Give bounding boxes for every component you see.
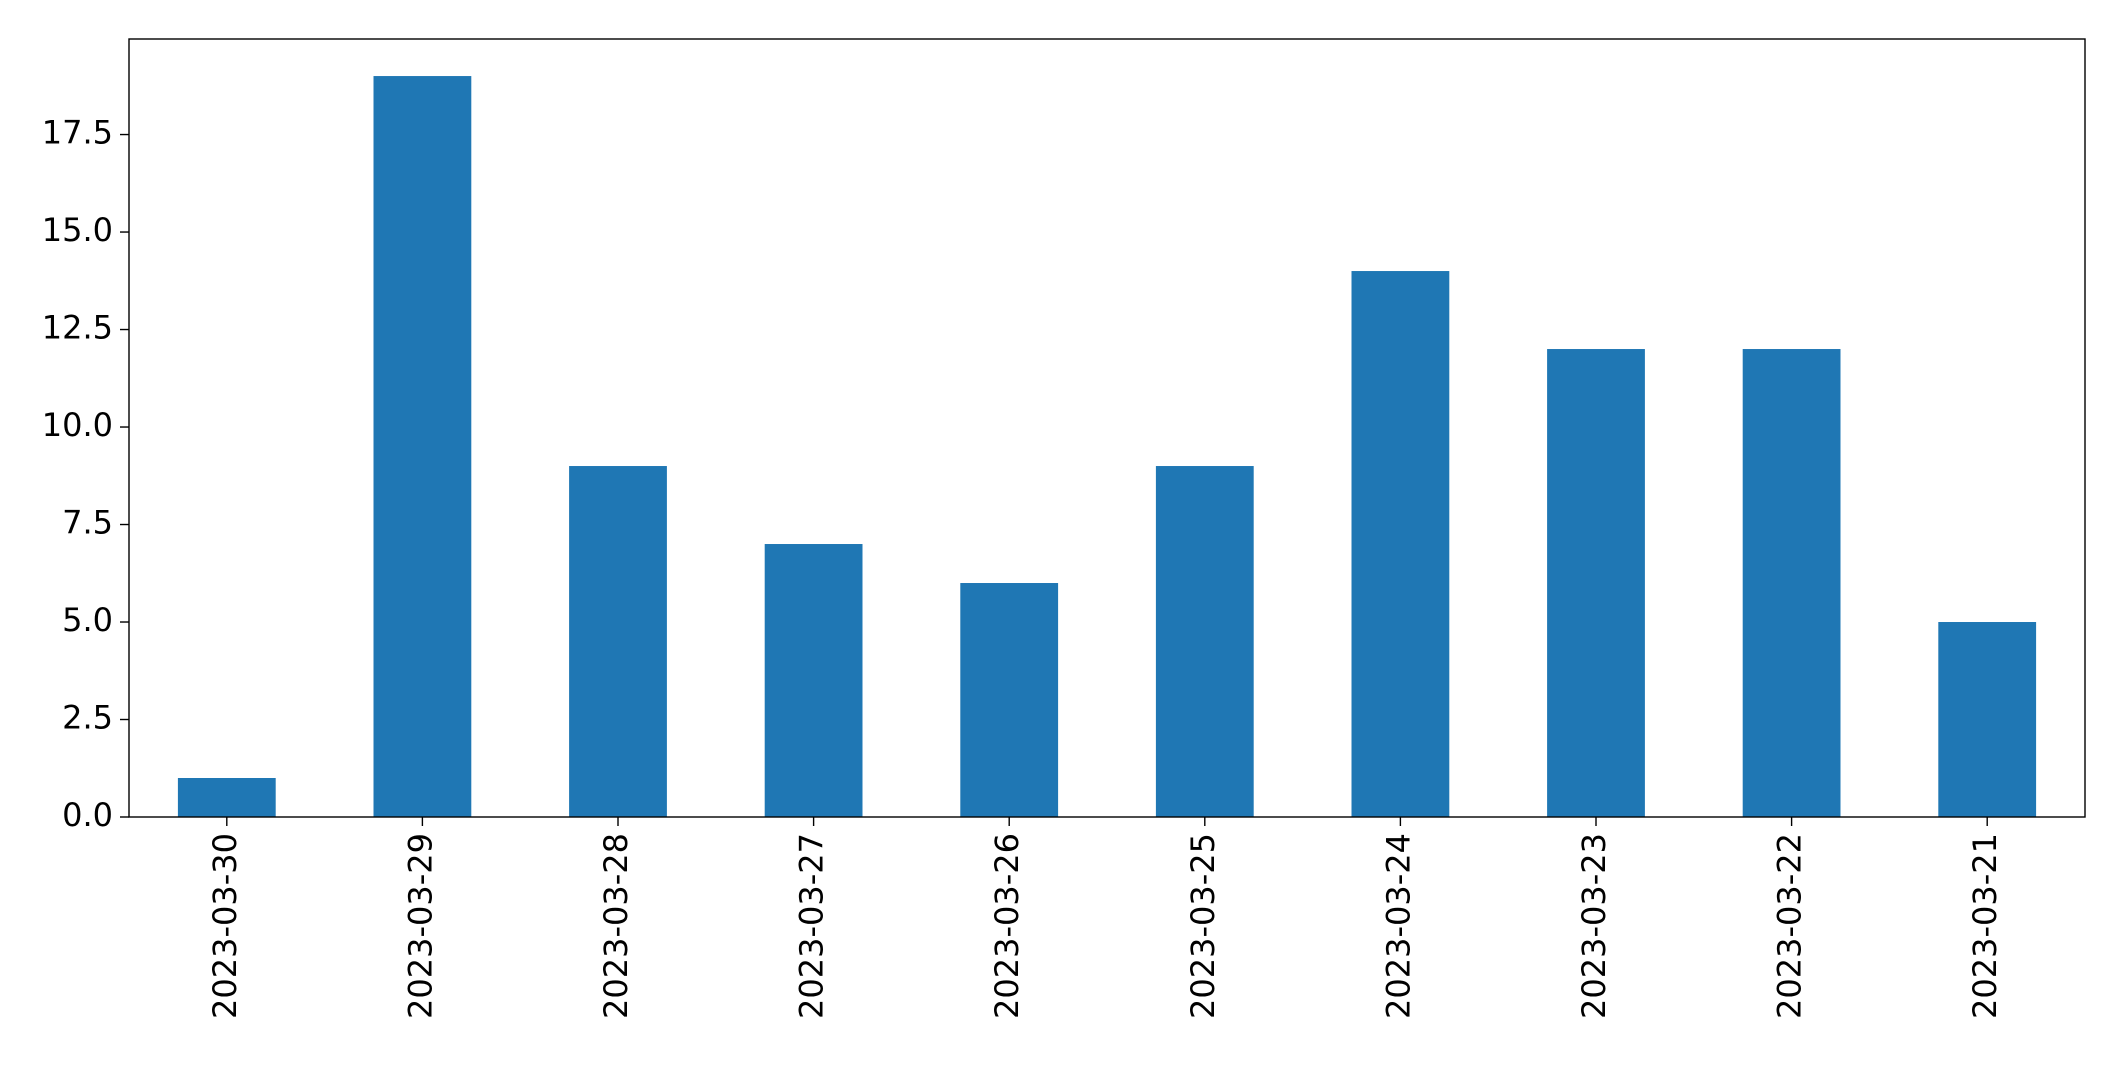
- x-tick-label: 2023-03-22: [1771, 833, 1809, 1019]
- bar: [373, 76, 472, 818]
- bar: [1742, 349, 1841, 817]
- y-tick-label: 7.5: [62, 504, 113, 542]
- y-tick-label: 10.0: [42, 406, 113, 444]
- x-tick-label: 2023-03-26: [988, 833, 1026, 1019]
- x-tick-label: 2023-03-28: [597, 833, 635, 1019]
- y-tick-label: 2.5: [62, 699, 113, 737]
- bar: [177, 778, 276, 817]
- y-tick-label: 12.5: [42, 309, 113, 347]
- x-tick-label: 2023-03-27: [793, 833, 831, 1019]
- bar: [1938, 622, 2037, 817]
- x-tick-label: 2023-03-23: [1575, 833, 1613, 1019]
- y-tick-label: 15.0: [42, 211, 113, 249]
- x-tick-label: 2023-03-30: [206, 833, 244, 1019]
- bar: [764, 544, 863, 817]
- bar: [1155, 466, 1254, 817]
- x-tick-label: 2023-03-29: [401, 833, 439, 1019]
- bar: [1547, 349, 1645, 817]
- plot-frame: [128, 38, 2086, 818]
- x-tick-label: 2023-03-21: [1966, 833, 2004, 1019]
- y-tick-label: 0.0: [62, 796, 113, 834]
- x-tick-label: 2023-03-24: [1379, 833, 1417, 1019]
- bar: [1351, 271, 1450, 817]
- y-tick-label: 17.5: [42, 114, 113, 152]
- bar: [960, 583, 1059, 817]
- bar: [569, 466, 667, 817]
- x-tick-label: 2023-03-25: [1184, 833, 1222, 1019]
- y-tick-label: 5.0: [62, 601, 113, 639]
